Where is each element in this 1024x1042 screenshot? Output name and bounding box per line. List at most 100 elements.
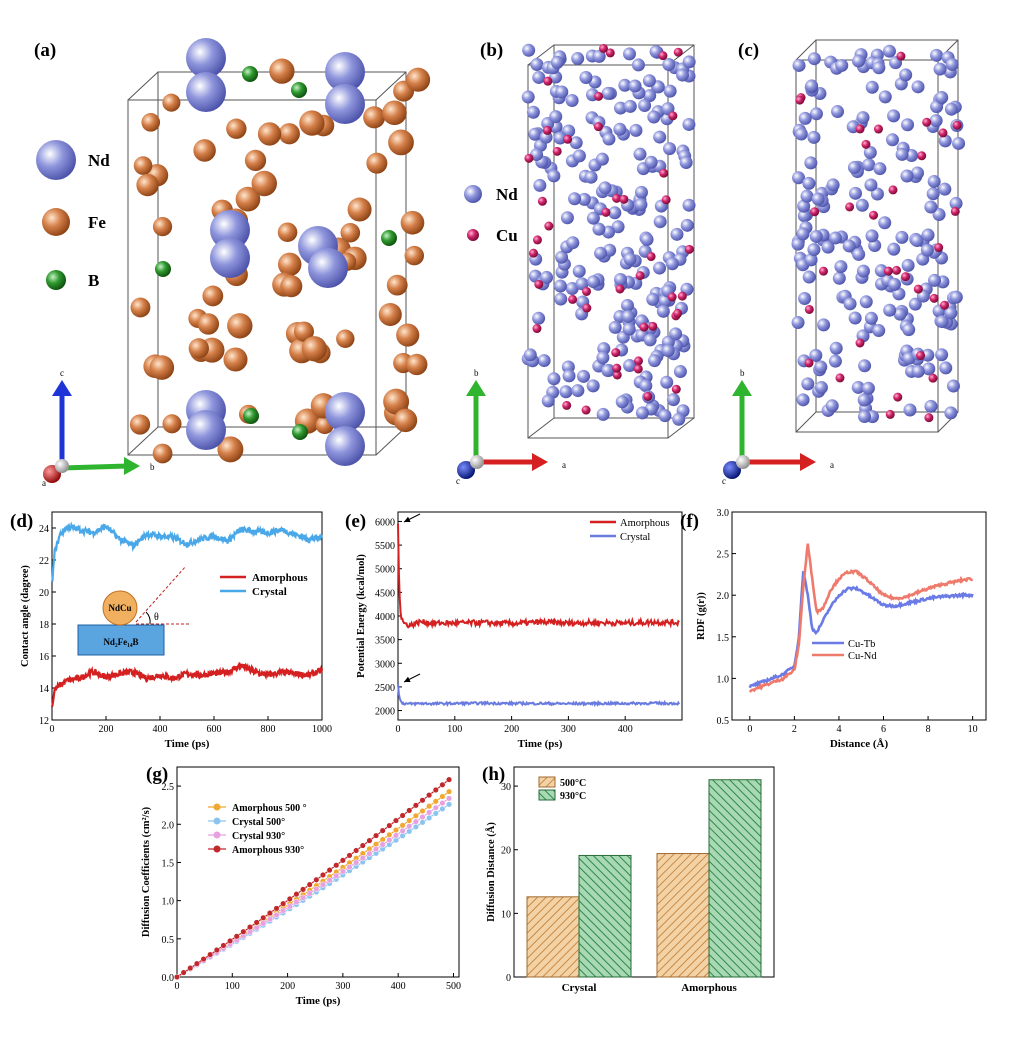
nd-atom [847, 161, 861, 175]
fe-atom [363, 106, 386, 129]
nd-atom [832, 271, 846, 285]
nd-atom [673, 365, 687, 379]
cu-atom [950, 206, 960, 216]
cu-atom [581, 405, 591, 415]
nd-atom [872, 61, 886, 75]
series-point [313, 876, 320, 883]
series-point [353, 859, 360, 866]
nd-atom [635, 406, 649, 420]
nd-atom [549, 110, 563, 124]
cu-atom [885, 409, 895, 419]
fe-atom [280, 275, 303, 298]
nd-atom [579, 70, 593, 84]
fe-legend-swatch [42, 208, 70, 236]
x-tick-label: 300 [561, 724, 576, 735]
nd-atom [584, 170, 598, 184]
cu-atom [928, 373, 938, 383]
x-category-label: Crystal [562, 982, 597, 994]
series-point [353, 847, 360, 854]
panel-d-contact-angle-chart: (d) 0 200 400 600 800 1000 12 14 16 18 20 22 24 Time … [10, 511, 332, 750]
y-tick-label: 4500 [375, 588, 395, 599]
nd-atom [598, 181, 612, 195]
x-tick-label: 4 [836, 724, 841, 735]
x-tick-label: 10 [968, 724, 978, 735]
b-atom [292, 424, 308, 440]
nd-atom [661, 344, 675, 358]
panel-label-f: (f) [680, 511, 699, 532]
plot-frame [176, 766, 460, 978]
nd-atom [682, 55, 696, 69]
nd-atom [831, 105, 845, 119]
nd-atom [663, 84, 677, 98]
nd-atom [308, 248, 348, 288]
legend-b: Nd Cu [464, 185, 518, 245]
nd-atom [901, 258, 915, 272]
nd-atom [920, 243, 934, 257]
nd-atom [852, 247, 866, 261]
nd-atom [643, 333, 657, 347]
nd-legend-swatch-bc [464, 185, 482, 203]
nd-atom [325, 52, 365, 92]
panel-label-e: (e) [345, 511, 366, 532]
cu-atom [552, 146, 562, 156]
cu-atom [532, 324, 542, 334]
cu-atom [537, 196, 547, 206]
nd-atom [614, 101, 628, 115]
cu-atom [582, 286, 592, 296]
nd-atom [644, 155, 658, 169]
fe-atom [193, 139, 216, 162]
series-point [339, 857, 346, 864]
nd-atom [792, 171, 806, 185]
series-point [386, 831, 393, 838]
series-point [306, 881, 313, 888]
droplet-label: NdCu [108, 603, 131, 613]
nd-atom [814, 360, 828, 374]
nd-atom [586, 379, 600, 393]
series-point [326, 877, 333, 884]
nd-atom [939, 361, 953, 375]
nd-atom [532, 311, 546, 325]
y-tick-label: 20 [501, 846, 511, 857]
series-point [266, 916, 273, 923]
nd-atom [796, 393, 810, 407]
nd-atom [888, 277, 902, 291]
nd-atom [863, 146, 877, 160]
nd-atom [933, 62, 947, 76]
cu-atom [542, 125, 552, 135]
y-tick-label: 5500 [375, 541, 395, 552]
fe-atom [129, 414, 151, 435]
y-tick-label: 10 [501, 909, 511, 920]
series-point [180, 969, 187, 976]
x-tick-label: 8 [926, 724, 931, 735]
series-point [406, 817, 413, 824]
cu-atom [888, 185, 898, 195]
nd-atom [186, 410, 226, 450]
bar-crystal-0 [526, 896, 580, 978]
fe-atom [301, 336, 327, 362]
y-tick-label: 3000 [375, 659, 395, 670]
nd-atom [565, 93, 579, 107]
nd-atom [647, 354, 661, 368]
cu-atom [568, 294, 578, 304]
nd-atom [834, 260, 848, 274]
series-point [439, 800, 446, 807]
cu-atom [562, 400, 572, 410]
nd-atom [614, 273, 628, 287]
nd-atom [638, 99, 652, 113]
nd-atom [821, 240, 835, 254]
nd-atom [911, 80, 925, 94]
contact-angle-inset: Nd₂Fe₁₄B NdCu θ [77, 565, 190, 656]
y-axis-label: Diffusion Distance (Å) [485, 822, 497, 922]
nd-atom [680, 218, 694, 232]
cu-atom [835, 373, 845, 383]
series-point [273, 911, 280, 918]
y-tick-label: 2000 [375, 707, 395, 718]
series-point [412, 818, 419, 825]
nd-atom [595, 152, 609, 166]
nd-atom [660, 375, 674, 389]
droplet [102, 590, 138, 626]
nd-atom [653, 130, 667, 144]
nd-atom [801, 377, 815, 391]
fe-atom [162, 93, 181, 112]
nd-atom [596, 407, 610, 421]
